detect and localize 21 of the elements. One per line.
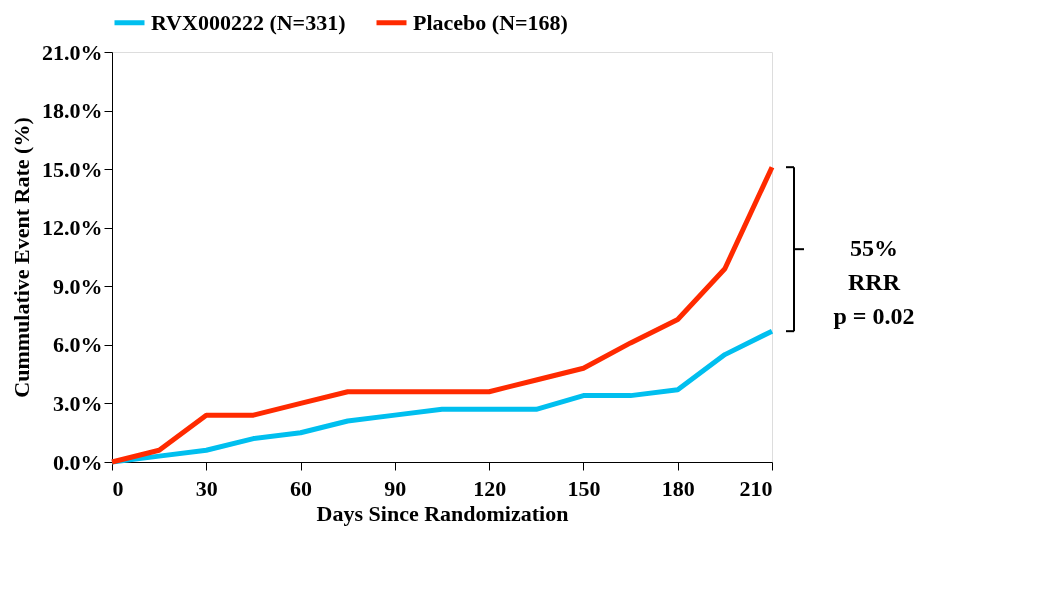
x-tick-label: 60 [290,475,313,501]
y-tick-label: 18.0% [42,98,103,124]
x-tick-label: 180 [661,475,695,501]
legend-label: RVX000222 (N=331) [151,9,346,35]
y-tick-label: 9.0% [53,273,103,299]
y-tick-label: 21.0% [42,39,103,65]
y-tick-label: 15.0% [42,156,103,182]
x-axis-title: Days Since Randomization [316,500,569,526]
x-tick-label: 150 [567,475,601,501]
x-tick-label: 90 [384,475,407,501]
y-tick-label: 3.0% [53,390,103,416]
y-tick-label: 12.0% [42,215,103,241]
x-tick-label: 0 [112,475,124,501]
y-tick-label: 0.0% [53,449,103,475]
y-tick-label: 6.0% [53,332,103,358]
y-axis-title: Cummulative Event Rate (%) [9,117,34,398]
x-tick-label: 120 [473,475,507,501]
text: 55% RRR p = 0.02 [833,235,915,330]
x-tick-label: 30 [195,475,218,501]
legend-label: Placebo (N=168) [413,9,568,35]
x-tick-label: 210 [739,475,773,501]
